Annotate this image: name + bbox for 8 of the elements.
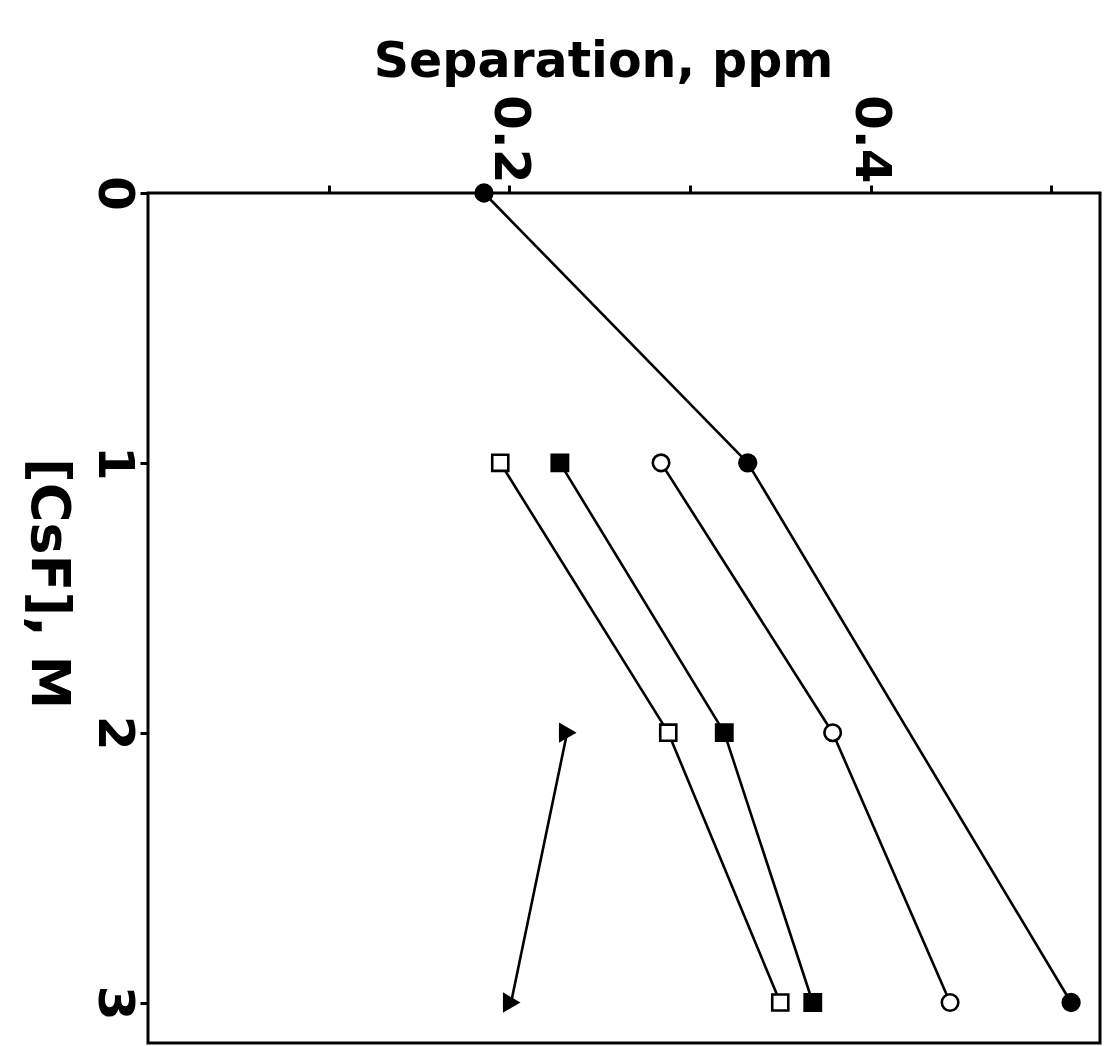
y-tick-label: 1 bbox=[86, 445, 145, 481]
y-axis-title: [CsF], M bbox=[18, 458, 82, 710]
y-tick-label: 2 bbox=[86, 715, 145, 751]
x-tick-label: 0.2 bbox=[482, 94, 541, 184]
x-axis-title: Separation, ppm bbox=[373, 31, 834, 89]
x-tick-label: 0.4 bbox=[844, 94, 903, 184]
y-tick-label: 3 bbox=[86, 985, 145, 1021]
y-tick-label: 0 bbox=[86, 176, 145, 211]
